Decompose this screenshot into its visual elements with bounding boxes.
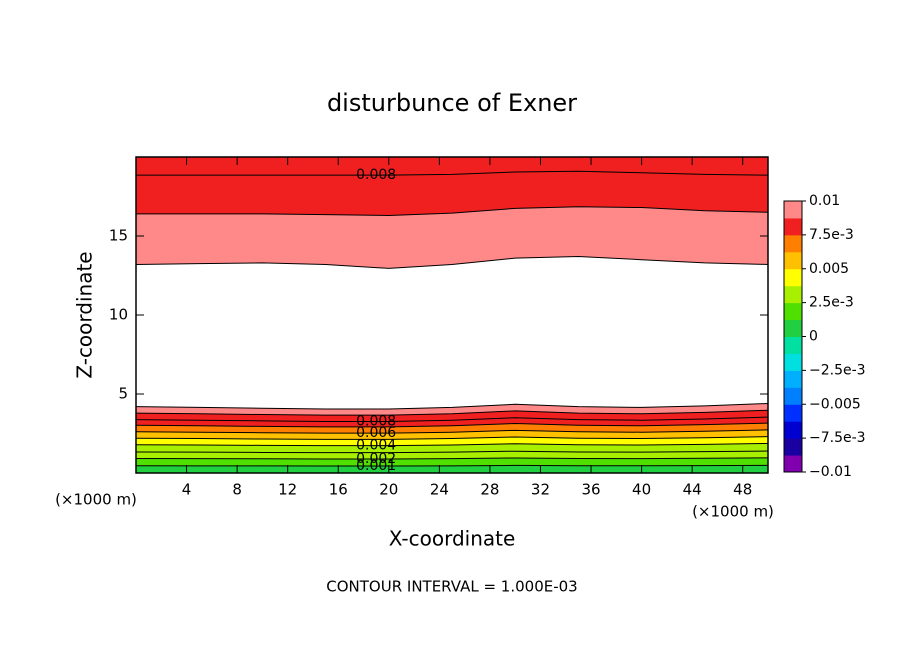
x-tick-label: 24 — [430, 481, 449, 499]
contour-label: 0.008 — [356, 167, 396, 183]
contour-fill — [136, 465, 768, 473]
colorbar-swatch — [784, 421, 802, 439]
colorbar-swatch — [784, 268, 802, 287]
contour-line — [136, 170, 769, 176]
colorbar-tick-label: −2.5e-3 — [809, 362, 866, 378]
y-unit: (×1000 m) — [55, 491, 137, 509]
x-tick-label: 8 — [232, 481, 242, 499]
colorbar-tick-label: 0.005 — [809, 261, 849, 277]
contour-line — [135, 402, 769, 410]
x-tick-label: 28 — [480, 481, 499, 499]
colorbar-swatch — [784, 438, 802, 456]
colorbar-swatch — [784, 370, 802, 388]
colorbar-swatch — [784, 217, 802, 236]
colorbar-swatch — [784, 455, 802, 473]
chart-title: disturbunce of Exner — [327, 89, 577, 117]
contour-line — [135, 464, 769, 467]
colorbar-tick-label: −7.5e-3 — [809, 430, 866, 446]
y-tick-label: 5 — [118, 385, 128, 403]
contour-label: 0.004 — [356, 438, 396, 454]
contour-label: 0.002 — [356, 451, 396, 467]
contour-line — [135, 429, 769, 434]
contour-fill — [136, 436, 768, 446]
x-tick-label: 20 — [379, 481, 398, 499]
contour-label: 0.008 — [356, 413, 396, 429]
x-tick-label: 44 — [683, 481, 702, 499]
contour-line — [135, 409, 769, 416]
x-tick-label: 32 — [531, 481, 550, 499]
colorbar-swatch — [784, 387, 802, 405]
contour-label: 0.006 — [356, 425, 396, 441]
colorbar-swatch — [784, 353, 802, 371]
contour-fill — [136, 206, 768, 269]
colorbar-swatch — [784, 336, 802, 354]
contour-fill — [136, 171, 768, 216]
contour-fill — [136, 457, 768, 467]
contour-line — [136, 206, 769, 216]
y-axis-label: Z-coordinate — [73, 251, 97, 378]
x-axis-label: X-coordinate — [389, 527, 516, 551]
contour-fill — [136, 417, 768, 427]
contour-label: 0.001 — [356, 458, 396, 474]
colorbar-swatch — [784, 285, 802, 304]
x-unit: (×1000 m) — [692, 503, 774, 521]
colorbar-swatch — [784, 234, 802, 253]
contour-line — [135, 436, 769, 440]
x-tick-label: 16 — [329, 481, 348, 499]
colorbar-tick-label: −0.01 — [809, 464, 852, 480]
contour-line — [135, 457, 769, 460]
contour-line — [135, 442, 769, 447]
contour-line — [135, 422, 769, 428]
colorbar-tick-label: 7.5e-3 — [809, 227, 854, 243]
contour-fill — [136, 157, 768, 176]
colorbar-swatch — [784, 251, 802, 270]
x-tick-label: 12 — [278, 481, 297, 499]
x-tick-label: 36 — [581, 481, 600, 499]
y-tick-label: 15 — [109, 227, 128, 245]
colorbar-tick-label: 0.01 — [809, 193, 840, 209]
y-tick-label: 10 — [109, 306, 128, 324]
x-tick-label: 4 — [182, 481, 192, 499]
contour-fill — [136, 403, 768, 416]
contour-fill — [136, 410, 768, 422]
x-tick-label: 40 — [632, 481, 651, 499]
x-tick-label: 48 — [733, 481, 752, 499]
colorbar-swatch — [784, 302, 802, 321]
colorbar-tick-label: 0 — [809, 329, 818, 345]
colorbar-swatch — [784, 404, 802, 422]
colorbar-swatch — [784, 201, 802, 219]
contour-line — [135, 416, 769, 422]
colorbar-tick-label: 2.5e-3 — [809, 295, 854, 311]
colorbar-swatch — [784, 319, 802, 337]
footer: CONTOUR INTERVAL = 1.000E-03 — [326, 578, 577, 596]
contour-line — [135, 450, 769, 454]
colorbar-tick-label: −0.005 — [809, 396, 861, 412]
contour-line — [135, 256, 769, 269]
